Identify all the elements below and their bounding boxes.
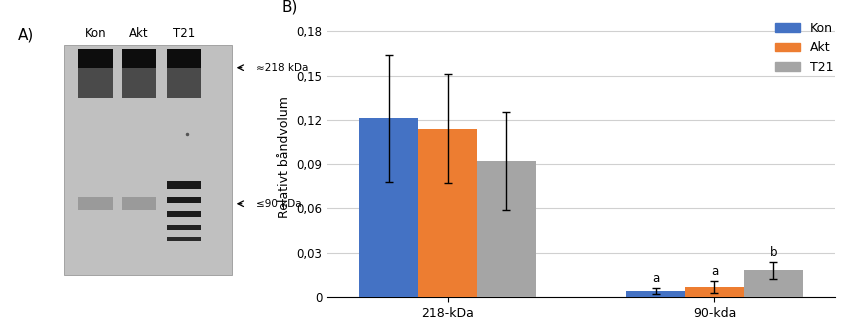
Bar bbox=[477, 161, 535, 297]
Text: ≤90 kDa: ≤90 kDa bbox=[255, 199, 301, 209]
Bar bbox=[167, 181, 201, 189]
Bar bbox=[78, 49, 113, 68]
Text: T21: T21 bbox=[173, 27, 196, 40]
Bar bbox=[122, 197, 156, 210]
Text: Kon: Kon bbox=[84, 27, 106, 40]
Bar bbox=[744, 270, 803, 297]
Bar bbox=[78, 68, 113, 98]
Text: b: b bbox=[770, 246, 777, 259]
Bar bbox=[359, 118, 418, 297]
Bar bbox=[122, 49, 156, 68]
Text: A): A) bbox=[18, 28, 34, 43]
Text: a: a bbox=[652, 272, 659, 285]
Bar bbox=[167, 212, 201, 217]
Bar bbox=[167, 197, 201, 203]
Bar bbox=[167, 237, 201, 241]
Bar bbox=[78, 197, 113, 210]
Text: Akt: Akt bbox=[129, 27, 148, 40]
Legend: Kon, Akt, T21: Kon, Akt, T21 bbox=[770, 17, 839, 79]
Text: B): B) bbox=[282, 0, 298, 15]
Y-axis label: Relativt båndvolum: Relativt båndvolum bbox=[278, 96, 291, 218]
Bar bbox=[418, 129, 477, 297]
Bar bbox=[626, 291, 685, 297]
Bar bbox=[685, 287, 744, 297]
Bar bbox=[167, 68, 201, 98]
Text: a: a bbox=[711, 265, 718, 278]
Bar bbox=[64, 45, 232, 275]
Bar bbox=[167, 225, 201, 230]
Bar bbox=[167, 49, 201, 68]
Bar bbox=[122, 68, 156, 98]
Text: ≈218 kDa: ≈218 kDa bbox=[255, 63, 308, 73]
